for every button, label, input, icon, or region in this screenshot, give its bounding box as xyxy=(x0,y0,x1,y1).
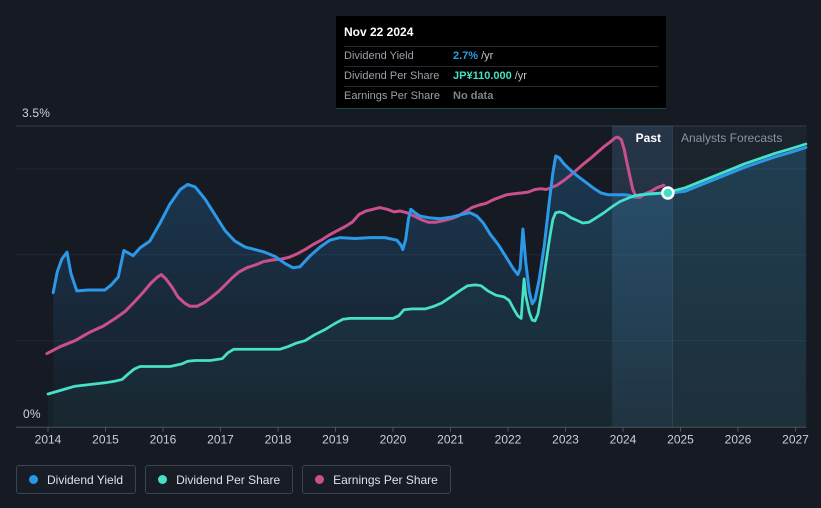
dividend-yield-line xyxy=(51,154,674,306)
tooltip-label: Dividend Per Share xyxy=(344,70,440,82)
chart-legend: Dividend Yield Dividend Per Share Earnin… xyxy=(16,465,451,494)
tooltip-date: Nov 22 2024 xyxy=(344,25,414,39)
legend-item-dividend-per-share[interactable]: Dividend Per Share xyxy=(145,465,294,494)
dps-forecast-area-fill xyxy=(671,144,806,428)
legend-item-earnings-per-share[interactable]: Earnings Per Share xyxy=(302,465,451,494)
x-axis-year-label: 2018 xyxy=(265,433,292,447)
dividend-per-share-line xyxy=(46,191,674,396)
x-axis-year-label: 2023 xyxy=(552,433,579,447)
chart-tooltip: Nov 22 2024 Dividend Yield 2.7% /yr Divi… xyxy=(336,16,666,109)
x-axis-year-label: 2026 xyxy=(725,433,752,447)
tooltip-value: JP¥110.000 xyxy=(453,70,512,82)
tooltip-value: 2.7% xyxy=(453,50,479,62)
y-axis-max-label: 3.5% xyxy=(22,106,51,120)
tooltip-label: Earnings Per Share xyxy=(344,90,440,102)
dividend-per-share-forecast-line xyxy=(670,142,808,193)
tooltip-row: Earnings Per Share No data xyxy=(344,86,658,106)
dividend-yield-forecast-line xyxy=(670,145,808,195)
legend-label: Earnings Per Share xyxy=(333,472,438,487)
past-region-label: Past xyxy=(635,131,661,145)
forecast-region-label: Analysts Forecasts xyxy=(681,131,783,145)
x-axis-year-label: 2024 xyxy=(610,433,637,447)
y-axis-min-label: 0% xyxy=(23,407,41,421)
legend-label: Dividend Per Share xyxy=(176,472,281,487)
tooltip-value-suffix: /yr xyxy=(481,50,494,62)
legend-item-dividend-yield[interactable]: Dividend Yield xyxy=(16,465,137,494)
yield-forecast-area-fill xyxy=(671,147,806,428)
tooltip-row: Dividend Yield 2.7% /yr xyxy=(344,46,658,66)
x-axis-year-label: 2014 xyxy=(35,433,62,447)
x-axis-year-label: 2021 xyxy=(437,433,464,447)
legend-dot xyxy=(315,475,325,484)
x-axis-year-label: 2015 xyxy=(92,433,119,447)
dps-area-fill xyxy=(48,193,672,428)
tooltip-value: No data xyxy=(453,90,494,102)
x-axis-year-label: 2016 xyxy=(150,433,177,447)
x-axis-year-label: 2027 xyxy=(782,433,809,447)
tooltip-value-suffix: /yr xyxy=(514,70,527,82)
x-axis-year-label: 2017 xyxy=(207,433,234,447)
legend-dot xyxy=(158,475,168,484)
earnings-per-share-line xyxy=(45,135,666,356)
current-value-marker[interactable] xyxy=(661,186,675,200)
legend-dot xyxy=(29,475,38,484)
x-axis-year-label: 2025 xyxy=(667,433,694,447)
legend-label: Dividend Yield xyxy=(47,472,124,487)
x-axis-year-label: 2020 xyxy=(380,433,407,447)
tooltip-label: Dividend Yield xyxy=(344,50,414,62)
tooltip-row: Dividend Per Share JP¥110.000 /yr xyxy=(344,66,658,86)
x-axis-year-label: 2019 xyxy=(322,433,349,447)
x-axis-year-label: 2022 xyxy=(495,433,522,447)
